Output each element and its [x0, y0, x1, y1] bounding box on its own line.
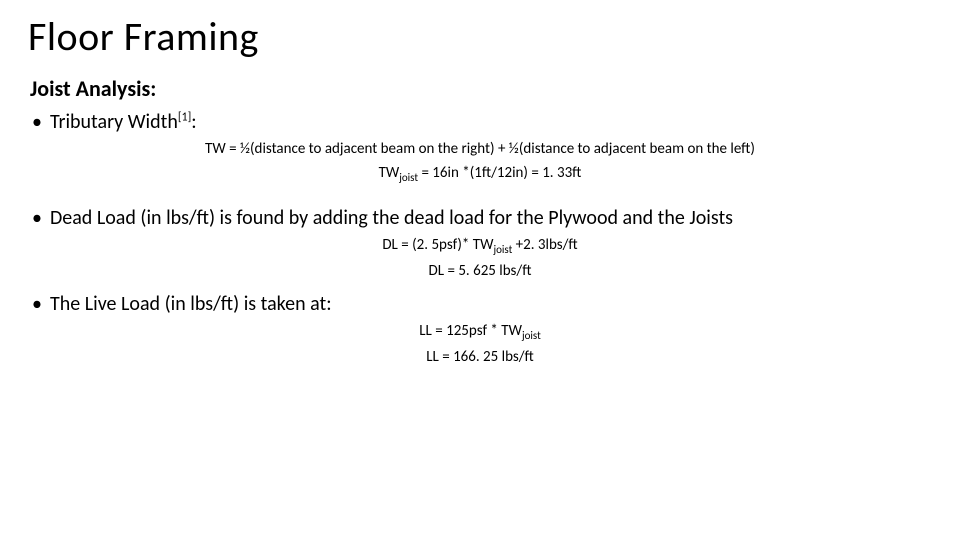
bullet-1-post: : [191, 110, 196, 134]
bullet-tributary-width: • Tributary Width[1]: [32, 110, 932, 134]
bullet-dot-icon: • [32, 110, 42, 134]
section-subtitle: Joist Analysis: [30, 75, 932, 102]
bullet-dead-load: • Dead Load (in lbs/ft) is found by addi… [32, 206, 932, 230]
bullet-3-text: The Live Load (in lbs/ft) is taken at: [50, 292, 332, 316]
bullet-dot-icon: • [32, 292, 42, 316]
bullet-live-load: • The Live Load (in lbs/ft) is taken at: [32, 292, 932, 316]
dl-def-pre: DL = (2. 5psf)* TW [382, 236, 493, 254]
bullet-dot-icon: • [32, 206, 42, 230]
ll-def-sub: joist [522, 329, 541, 342]
ll-def-pre: LL = 125psf * TW [419, 322, 522, 340]
dl-def-post: +2. 3lbs/ft [512, 236, 577, 254]
formula-tw-definition: TW = ½(distance to adjacent beam on the … [28, 140, 932, 158]
dl-def-sub: joist [493, 243, 512, 256]
page-title: Floor Framing [28, 12, 932, 61]
formula-dl-value: DL = 5. 625 lbs/ft [28, 262, 932, 280]
bullet-1-sup: [1] [178, 110, 191, 124]
bullet-1-pre: Tributary Width [50, 110, 178, 134]
bullet-text: Tributary Width[1]: [50, 110, 197, 134]
tw-joist-pre: TW [379, 164, 400, 182]
bullet-2-text: Dead Load (in lbs/ft) is found by adding… [50, 206, 733, 230]
formula-dl-definition: DL = (2. 5psf)* TWjoist +2. 3lbs/ft [28, 236, 932, 256]
formula-tw-joist: TWjoist = 16in *(1ft/12in) = 1. 33ft [28, 164, 932, 184]
formula-ll-value: LL = 166. 25 lbs/ft [28, 348, 932, 366]
tw-joist-post: = 16in *(1ft/12in) = 1. 33ft [418, 164, 581, 182]
tw-joist-sub: joist [399, 171, 418, 184]
formula-ll-definition: LL = 125psf * TWjoist [28, 322, 932, 342]
